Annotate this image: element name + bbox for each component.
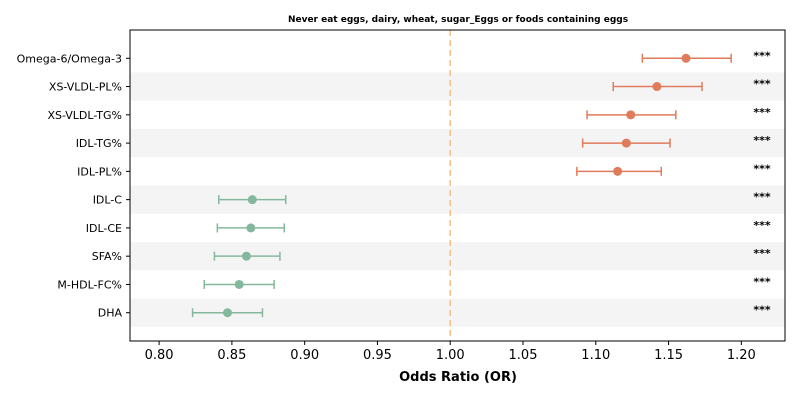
- x-axis: 0.80 0.85 0.90 0.95 1.00 1.05 1.10 1.15 1.20: [145, 341, 756, 363]
- y-tick-label: IDL-CE: [86, 222, 122, 235]
- y-tick-label: IDL-TG%: [76, 137, 122, 150]
- or-point: [681, 53, 691, 63]
- x-tick-label: 1.05: [509, 348, 538, 363]
- row-omega-6-omega-3: Omega-6/Omega-3 ***: [17, 49, 771, 65]
- or-point: [613, 166, 623, 176]
- or-point: [241, 251, 251, 261]
- row-xs-vldl-tg-: XS-VLDL-TG% ***: [47, 106, 770, 122]
- significance-label: ***: [753, 219, 771, 232]
- x-tick-label: 1.20: [727, 348, 756, 363]
- significance-label: ***: [753, 304, 771, 317]
- row-idl-pl-: IDL-PL% ***: [77, 162, 771, 178]
- significance-label: ***: [753, 134, 771, 147]
- x-tick-label: 0.85: [217, 348, 246, 363]
- x-tick-label: 0.95: [363, 348, 392, 363]
- or-point: [247, 195, 257, 205]
- significance-label: ***: [753, 78, 771, 91]
- row-idl-c: IDL-C ***: [93, 191, 771, 207]
- or-point: [234, 279, 244, 289]
- row-stripe: [130, 128, 785, 158]
- row-xs-vldl-pl-: XS-VLDL-PL% ***: [49, 78, 771, 94]
- row-dha: DHA ***: [98, 304, 771, 320]
- data-rows: Omega-6/Omega-3 ***XS-VLDL-PL% ***XS-VLDL-…: [17, 49, 771, 319]
- significance-label: ***: [753, 247, 771, 260]
- significance-label: ***: [753, 162, 771, 175]
- significance-label: ***: [753, 191, 771, 204]
- x-tick-label: 1.15: [654, 348, 683, 363]
- x-tick-label: 1.10: [581, 348, 610, 363]
- y-tick-label: XS-VLDL-TG%: [47, 109, 122, 122]
- y-tick-label: IDL-C: [93, 194, 123, 207]
- chart-title: Never eat eggs, dairy, wheat, sugar_Eggs…: [288, 15, 628, 25]
- row-m-hdl-fc-: M-HDL-FC% ***: [57, 275, 770, 291]
- y-tick-label: IDL-PL%: [77, 165, 122, 178]
- or-point: [626, 110, 636, 120]
- y-tick-label: DHA: [98, 307, 123, 320]
- y-tick-label: M-HDL-FC%: [57, 278, 122, 291]
- x-tick-label: 1.00: [436, 348, 465, 363]
- or-point: [652, 82, 662, 92]
- x-tick-label: 0.80: [145, 348, 174, 363]
- row-idl-tg-: IDL-TG% ***: [76, 134, 771, 150]
- plot-frame: [129, 29, 786, 342]
- y-tick-label: Omega-6/Omega-3: [17, 52, 122, 65]
- or-point: [246, 223, 256, 233]
- significance-label: ***: [753, 275, 771, 288]
- or-point: [621, 138, 631, 148]
- significance-label: ***: [753, 49, 771, 62]
- y-tick-label: SFA%: [92, 250, 122, 263]
- row-idl-ce: IDL-CE ***: [86, 219, 771, 235]
- y-tick-label: XS-VLDL-PL%: [49, 81, 122, 94]
- x-axis-label: Odds Ratio (OR): [399, 370, 517, 385]
- significance-label: ***: [753, 106, 771, 119]
- x-tick-label: 0.90: [290, 348, 319, 363]
- or-point: [223, 308, 233, 318]
- row-sfa-: SFA% ***: [92, 247, 771, 263]
